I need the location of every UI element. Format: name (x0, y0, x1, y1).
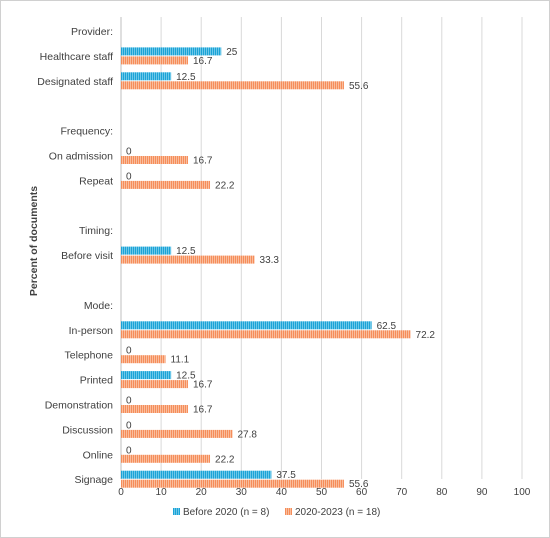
category-label: In-person (69, 325, 114, 337)
category-label: Telephone (65, 350, 114, 362)
x-tick-label: 90 (476, 487, 488, 498)
data-label: 62.5 (377, 321, 397, 332)
category-label: Discussion (62, 424, 113, 436)
x-axis-ticks: 0 10 20 30 40 50 60 70 80 90 100 (118, 487, 531, 498)
data-label: 12.5 (176, 246, 196, 257)
bar-2020-2023 (121, 429, 233, 438)
legend-label-2020-2023: 2020-2023 (n = 18) (295, 507, 380, 518)
data-label: 11.1 (171, 355, 190, 366)
data-label: 33.3 (260, 255, 280, 266)
data-label: 16.7 (193, 380, 213, 391)
data-label: 55.6 (349, 479, 369, 490)
data-label: 0 (126, 396, 132, 407)
category-label: Printed (80, 375, 113, 387)
category-label: Repeat (79, 175, 113, 187)
data-label: 0 (126, 420, 132, 431)
category-group-header: Frequency: (60, 126, 113, 138)
x-tick-label: 0 (118, 487, 124, 498)
legend-swatch-before-2020 (173, 508, 180, 515)
category-label: Online (83, 449, 114, 461)
y-axis-title: Percent of documents (28, 186, 40, 296)
x-tick-label: 70 (396, 487, 408, 498)
x-tick-label: 50 (316, 487, 328, 498)
bar-before-2020 (121, 321, 372, 330)
data-label: 37.5 (276, 470, 296, 481)
data-label: 0 (126, 147, 132, 158)
bar-before-2020 (121, 371, 172, 380)
category-group-header: Mode: (84, 300, 113, 312)
bar-2020-2023 (121, 380, 188, 389)
data-label: 0 (126, 346, 132, 357)
bar-2020-2023 (121, 255, 255, 264)
data-label: 22.2 (215, 454, 235, 465)
data-label: 0 (126, 171, 132, 182)
bar-2020-2023 (121, 355, 166, 364)
bar-2020-2023 (121, 454, 211, 463)
bar-2020-2023 (121, 405, 188, 413)
bar-2020-2023 (121, 330, 411, 339)
category-label: Demonstration (45, 400, 113, 412)
legend: Before 2020 (n = 8) 2020-2023 (n = 18) (173, 507, 380, 518)
category-label: On admission (49, 151, 113, 163)
bar-2020-2023 (121, 479, 344, 488)
data-label: 16.7 (193, 156, 213, 167)
data-labels: 2516.712.555.6016.7022.212.533.362.572.2… (126, 47, 435, 490)
x-tick-label: 30 (236, 487, 248, 498)
data-label: 22.2 (215, 180, 235, 191)
category-group-header: Provider: (71, 26, 113, 38)
x-tick-label: 40 (276, 487, 288, 498)
data-label: 12.5 (176, 72, 196, 83)
category-group-header: Timing: (79, 225, 113, 237)
bar-before-2020 (121, 246, 172, 255)
data-label: 27.8 (237, 429, 257, 440)
bars (121, 47, 411, 488)
category-label: Designated staff (37, 76, 113, 88)
data-label: 25 (226, 47, 238, 58)
data-label: 16.7 (193, 405, 213, 416)
category-label: Healthcare staff (40, 51, 113, 63)
bar-2020-2023 (121, 56, 188, 65)
gridlines (120, 17, 523, 479)
bar-2020-2023 (121, 81, 344, 90)
x-tick-label: 100 (514, 487, 531, 498)
category-label: Before visit (61, 250, 113, 262)
legend-swatch-2020-2023 (285, 508, 292, 515)
data-label: 16.7 (193, 56, 213, 67)
data-label: 55.6 (349, 81, 369, 92)
x-tick-label: 20 (196, 487, 208, 498)
category-labels: Provider: Healthcare staff Designated staf… (37, 26, 113, 486)
legend-label-before-2020: Before 2020 (n = 8) (183, 507, 269, 518)
data-label: 12.5 (176, 371, 196, 382)
data-label: 0 (126, 445, 132, 456)
bar-before-2020 (121, 470, 272, 479)
data-label: 72.2 (416, 330, 436, 341)
category-label: Signage (74, 474, 113, 486)
x-tick-label: 60 (356, 487, 368, 498)
bar-2020-2023 (121, 180, 211, 189)
x-tick-label: 80 (436, 487, 448, 498)
bar-before-2020 (121, 72, 172, 81)
bar-2020-2023 (121, 156, 188, 164)
bar-before-2020 (121, 47, 222, 56)
x-tick-label: 10 (156, 487, 168, 498)
